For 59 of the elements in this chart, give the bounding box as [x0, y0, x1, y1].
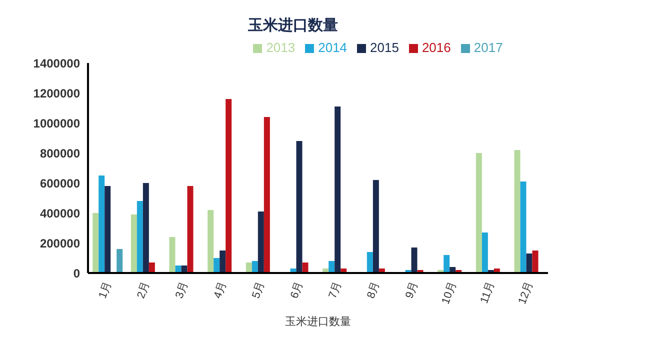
bar: [532, 250, 538, 273]
x-tick-label: 11月: [478, 280, 498, 306]
x-tick-label: 12月: [516, 280, 536, 306]
bar: [526, 254, 532, 273]
x-tick-label: 9月: [404, 280, 421, 300]
x-tick-label: 8月: [365, 280, 382, 300]
bar: [104, 186, 111, 273]
y-tick-label: 800000: [40, 146, 80, 160]
x-tick-label: 10月: [440, 280, 459, 306]
legend-label: 2015: [370, 40, 399, 55]
y-tick-label: 600000: [40, 176, 80, 190]
y-tick-label: 400000: [40, 206, 80, 220]
bar: [142, 183, 149, 273]
bar: [92, 213, 99, 273]
x-tick-label: 7月: [326, 280, 344, 300]
bar: [411, 248, 418, 273]
legend-label: 2017: [474, 40, 503, 55]
bar: [220, 250, 226, 273]
legend-label: 2014: [318, 40, 348, 55]
y-tick-label: 0: [73, 266, 80, 280]
bar: [372, 180, 379, 273]
bar: [214, 258, 220, 273]
bar: [444, 255, 450, 273]
chart-title: 玉米进口数量: [248, 16, 338, 35]
bar: [130, 214, 137, 273]
bar: [136, 201, 143, 273]
y-tick-label: 200000: [40, 236, 80, 250]
bar: [264, 117, 270, 273]
bar: [246, 262, 252, 273]
y-tick-label: 1400000: [33, 56, 80, 70]
bar: [116, 249, 123, 273]
bar: [476, 153, 482, 273]
bar: [334, 106, 341, 273]
bar: [98, 176, 105, 273]
bar: [258, 212, 264, 273]
bar: [169, 237, 176, 273]
x-tick-label: 4月: [212, 280, 229, 300]
y-tick-label: 1200000: [33, 86, 80, 100]
x-tick-label: 3月: [174, 280, 191, 300]
bar: [520, 182, 526, 273]
x-tick-label: 2月: [135, 280, 152, 300]
x-tick-label: 5月: [250, 280, 268, 300]
bar: [187, 186, 194, 273]
bar: [302, 262, 308, 273]
legend-label: 2016: [422, 40, 451, 55]
bar: [328, 261, 335, 273]
x-tick-label: 1月: [96, 280, 114, 300]
legend-label: 2013: [266, 40, 296, 55]
bar: [366, 252, 373, 273]
text: 玉米进口数量: [284, 315, 352, 329]
bar: [208, 210, 214, 273]
bar: [296, 141, 302, 273]
y-tick-label: 1000000: [33, 116, 80, 130]
bar: [226, 99, 232, 273]
bar: [482, 232, 488, 273]
bar: [148, 262, 155, 273]
bar: [514, 150, 520, 273]
bar: [252, 261, 258, 273]
x-tick-label: 6月: [288, 280, 306, 300]
